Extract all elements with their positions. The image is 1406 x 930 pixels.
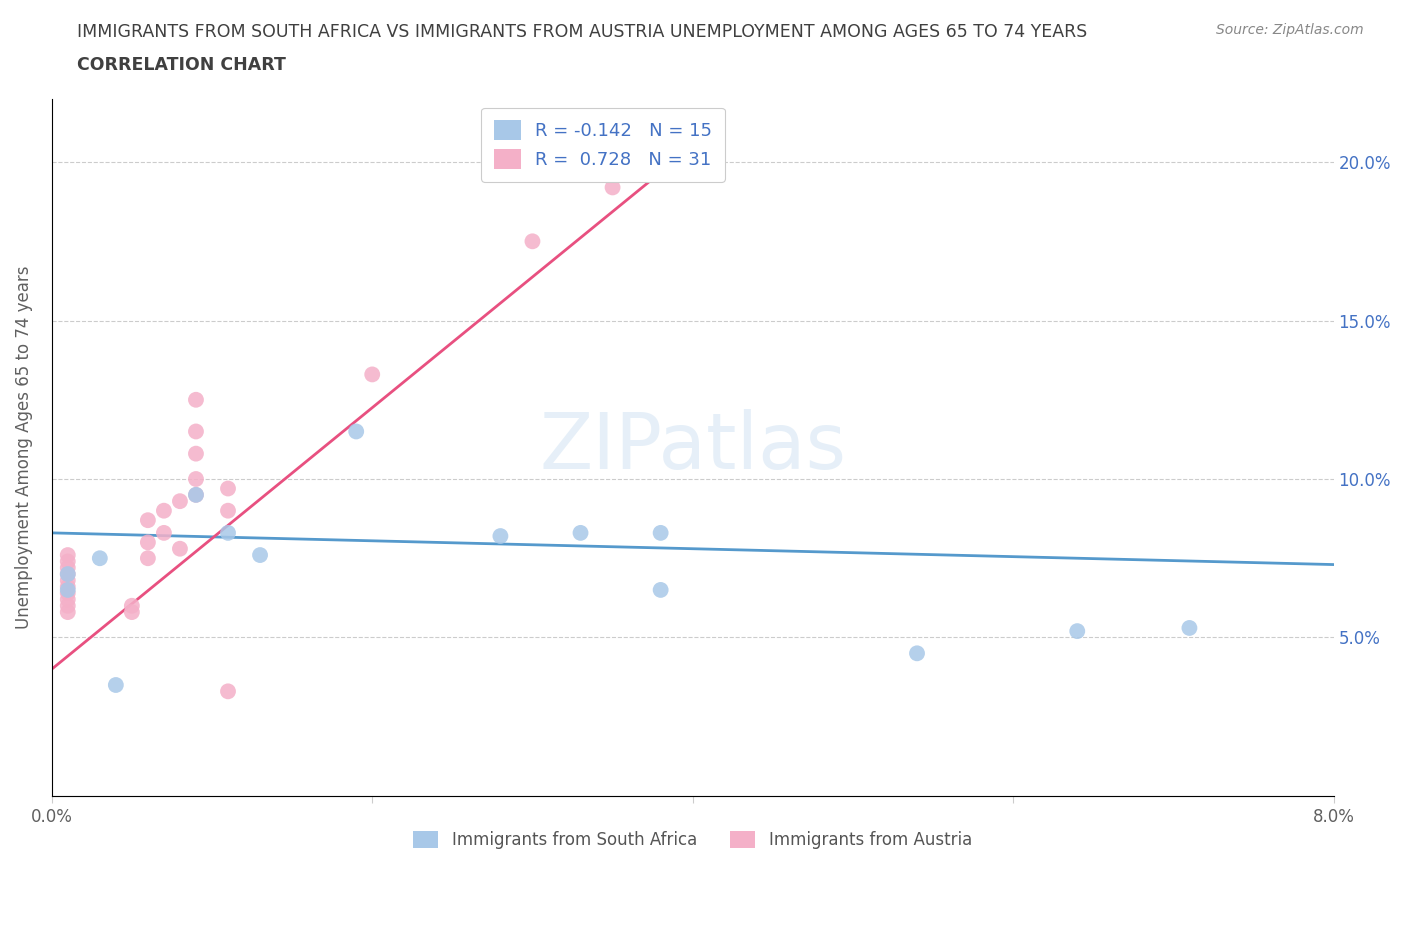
Point — [1066, 624, 1088, 639]
Point — [650, 582, 672, 597]
Point — [169, 494, 191, 509]
Point — [217, 684, 239, 698]
Legend: Immigrants from South Africa, Immigrants from Austria: Immigrants from South Africa, Immigrants… — [405, 822, 980, 857]
Point — [56, 566, 79, 581]
Point — [344, 424, 367, 439]
Point — [56, 548, 79, 563]
Point — [1178, 620, 1201, 635]
Point — [56, 560, 79, 575]
Point — [184, 392, 207, 407]
Point — [217, 503, 239, 518]
Point — [56, 579, 79, 594]
Y-axis label: Unemployment Among Ages 65 to 74 years: Unemployment Among Ages 65 to 74 years — [15, 266, 32, 629]
Point — [522, 233, 544, 248]
Point — [184, 472, 207, 486]
Point — [56, 598, 79, 613]
Point — [153, 503, 176, 518]
Point — [169, 541, 191, 556]
Point — [136, 535, 159, 550]
Point — [136, 512, 159, 527]
Point — [184, 487, 207, 502]
Point — [104, 678, 127, 693]
Point — [121, 598, 143, 613]
Point — [136, 551, 159, 565]
Point — [56, 554, 79, 569]
Point — [905, 645, 928, 660]
Point — [89, 551, 111, 565]
Point — [569, 525, 592, 540]
Point — [650, 525, 672, 540]
Point — [217, 481, 239, 496]
Point — [56, 604, 79, 619]
Point — [56, 573, 79, 588]
Point — [56, 592, 79, 607]
Text: IMMIGRANTS FROM SOUTH AFRICA VS IMMIGRANTS FROM AUSTRIA UNEMPLOYMENT AMONG AGES : IMMIGRANTS FROM SOUTH AFRICA VS IMMIGRAN… — [77, 23, 1088, 41]
Point — [217, 525, 239, 540]
Point — [602, 180, 624, 195]
Point — [361, 367, 384, 382]
Text: Source: ZipAtlas.com: Source: ZipAtlas.com — [1216, 23, 1364, 37]
Point — [617, 154, 640, 169]
Point — [153, 525, 176, 540]
Point — [489, 528, 512, 543]
Point — [184, 487, 207, 502]
Point — [249, 548, 271, 563]
Text: ZIPatlas: ZIPatlas — [538, 409, 846, 485]
Point — [121, 604, 143, 619]
Point — [56, 586, 79, 601]
Point — [184, 446, 207, 461]
Point — [56, 582, 79, 597]
Text: CORRELATION CHART: CORRELATION CHART — [77, 56, 287, 73]
Point — [184, 424, 207, 439]
Point — [56, 566, 79, 581]
